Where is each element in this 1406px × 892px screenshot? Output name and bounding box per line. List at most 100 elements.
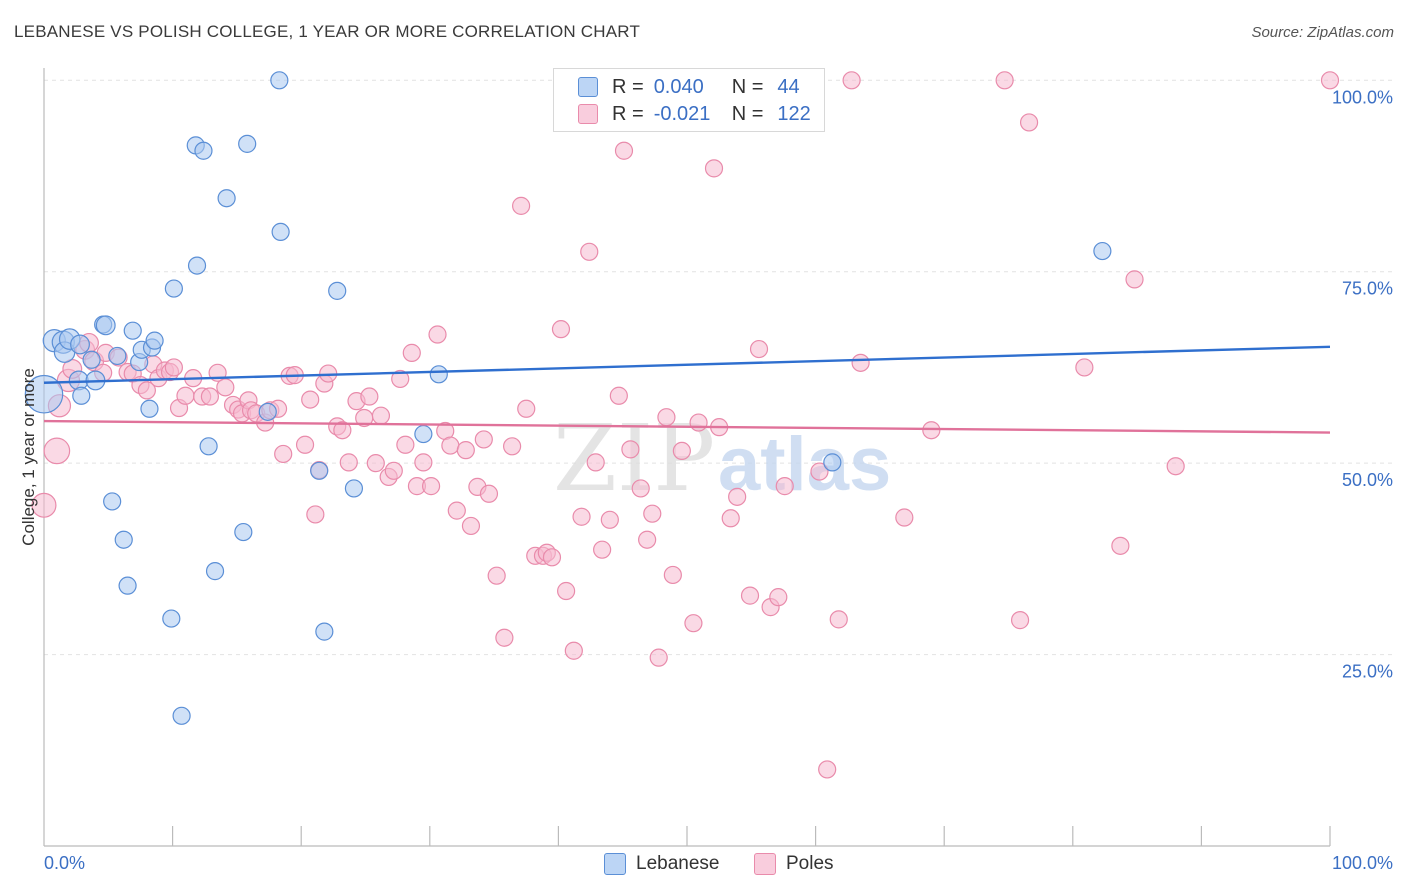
poles-trend-line	[43, 419, 1331, 434]
lebanese-point-18	[140, 399, 159, 418]
lebanese-n-label: N =	[731, 75, 764, 98]
poles-point-36	[274, 444, 293, 464]
poles-point-78	[542, 548, 562, 567]
poles-point-24	[200, 387, 219, 406]
lebanese-point-26	[194, 141, 213, 160]
poles-point-65	[456, 441, 475, 460]
lebanese-point-42	[823, 453, 842, 472]
poles-point-64	[447, 501, 466, 520]
poles-point-56	[396, 435, 415, 454]
poles-point-114	[895, 508, 914, 527]
lebanese-point-39	[344, 479, 364, 498]
bottom-legend-poles: Poles	[754, 851, 834, 877]
lebanese-point-24	[164, 279, 183, 298]
poles-point-81	[564, 641, 583, 660]
lebanese-point-28	[199, 437, 218, 456]
x-tick-label-min: 0.0%	[44, 853, 85, 873]
poles-point-110	[818, 760, 837, 779]
lebanese-trend-line	[43, 345, 1331, 384]
x-axis-ticks	[172, 826, 1331, 846]
lebanese-point-21	[118, 576, 137, 595]
source-label: Source: ZipAtlas.com	[1251, 24, 1394, 41]
poles-point-80	[557, 581, 576, 601]
poles-point-66	[461, 516, 481, 536]
lebanese-point-34	[271, 222, 290, 242]
lebanese-point-23	[172, 706, 191, 725]
watermark-atlas: atlas	[718, 422, 891, 507]
poles-point-121	[1125, 270, 1144, 289]
lebanese-swatch	[578, 77, 598, 97]
poles-point-86	[600, 510, 619, 529]
poles-point-89	[621, 440, 640, 459]
poles-point-74	[517, 399, 536, 418]
lebanese-point-41	[429, 365, 448, 384]
lebanese-n-value: 44	[777, 75, 800, 98]
lebanese-point-38	[328, 281, 347, 300]
poles-point-94	[657, 408, 676, 427]
poles-point-59	[414, 453, 433, 472]
poles-point-72	[503, 437, 522, 456]
poles-point-0	[31, 492, 57, 518]
poles-point-14	[137, 381, 156, 400]
poles-point-112	[842, 71, 861, 90]
poles-point-69	[479, 484, 499, 503]
poles-point-118	[1019, 113, 1039, 132]
poles-point-54	[384, 461, 403, 480]
lebanese-point-5	[70, 334, 90, 355]
poles-point-97	[684, 614, 703, 633]
poles-point-51	[366, 454, 385, 473]
poles-point-90	[631, 479, 650, 498]
chart-title: LEBANESE VS POLISH COLLEGE, 1 YEAR OR MO…	[14, 22, 641, 41]
poles-point-84	[586, 453, 605, 472]
poles-point-119	[1075, 358, 1094, 377]
poles-point-101	[721, 509, 740, 528]
lebanese-point-31	[234, 522, 253, 542]
axes	[43, 68, 1331, 847]
poles-point-57	[402, 343, 421, 362]
lebanese-point-40	[414, 424, 433, 444]
poles-point-111	[829, 610, 848, 629]
poles-point-91	[638, 530, 657, 549]
lebanese-point-17	[145, 331, 164, 350]
poles-point-46	[333, 421, 352, 440]
poles-point-52	[371, 406, 391, 425]
poles-point-122	[1166, 457, 1185, 476]
poles-point-1	[43, 437, 71, 465]
bottom-poles-swatch	[754, 853, 776, 875]
poles-point-73	[512, 196, 531, 215]
poles-point-93	[649, 648, 668, 667]
poles-point-123	[1320, 71, 1340, 90]
poles-point-19	[164, 358, 183, 377]
lebanese-point-30	[217, 189, 236, 208]
poles-point-85	[593, 540, 612, 559]
poles-point-68	[474, 430, 493, 449]
lebanese-point-7	[72, 386, 91, 405]
poles-r-label: R =	[612, 102, 644, 125]
poles-point-50	[360, 387, 379, 406]
poles-point-47	[339, 453, 358, 472]
bottom-legend-lebanese: Lebanese	[604, 851, 719, 877]
poles-point-83	[580, 242, 599, 261]
poles-point-26	[216, 378, 235, 397]
poles-point-39	[295, 435, 315, 454]
lebanese-point-19	[103, 492, 122, 511]
poles-point-113	[851, 353, 870, 372]
trend-lines	[43, 345, 1331, 434]
bottom-lebanese-swatch	[604, 853, 626, 875]
poles-point-95	[663, 565, 682, 585]
poles-point-82	[572, 507, 591, 526]
poles-point-117	[1010, 611, 1030, 630]
poles-n-label: N =	[731, 102, 764, 125]
bottom-poles-label: Poles	[786, 853, 834, 874]
y-tick-label-50: 50.0%	[1342, 470, 1393, 490]
lebanese-point-43	[1093, 241, 1112, 261]
lebanese-point-35	[258, 402, 277, 421]
poles-point-109	[810, 462, 829, 481]
poles-point-41	[306, 505, 325, 524]
lebanese-point-20	[114, 530, 133, 549]
poles-point-60	[421, 477, 441, 496]
poles-point-70	[487, 566, 506, 585]
lebanese-r-value: 0.040	[653, 75, 704, 98]
correlation-legend: R = 0.040 N = 44 R = -0.021 N = 122	[553, 68, 825, 132]
